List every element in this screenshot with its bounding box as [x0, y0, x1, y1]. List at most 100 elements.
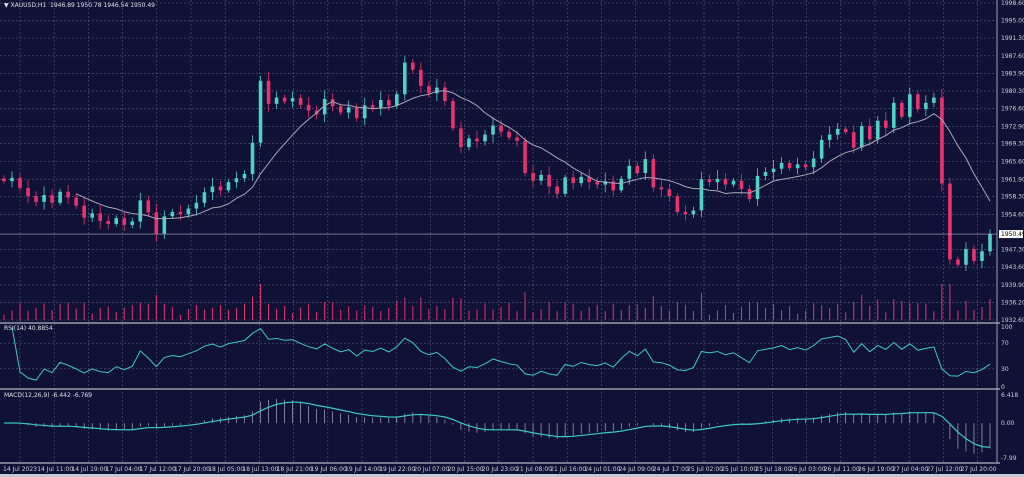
candle-bear	[419, 69, 423, 87]
rsi-line	[11, 327, 991, 381]
candle-bull	[811, 158, 816, 168]
candle-bear	[851, 132, 856, 148]
price-tick-label: 1980.30	[1001, 88, 1024, 95]
candle-bull	[10, 177, 14, 182]
candle-bull	[274, 97, 279, 104]
candle-bull	[435, 87, 439, 94]
bottom-bar	[0, 474, 1024, 477]
candle-bear	[306, 104, 311, 111]
time-axis-label: 24 Jul 17:00	[653, 466, 689, 473]
candle-bear	[739, 180, 744, 189]
time-axis-label: 19 Jul 22:00	[379, 466, 415, 473]
candle-bear	[106, 221, 111, 224]
candle-bear	[555, 186, 559, 194]
price-tick-label: 1958.30	[1001, 194, 1024, 201]
candle-bear	[611, 181, 616, 191]
candle-bear	[843, 128, 848, 133]
candle-bull	[290, 98, 295, 102]
time-axis-label: 25 Jul 10:00	[721, 466, 757, 473]
candle-bear	[499, 125, 503, 132]
current-price-box	[999, 230, 1023, 239]
candle-bull	[42, 195, 46, 202]
candle-bear	[146, 200, 151, 213]
candle-bull	[322, 99, 327, 115]
candle-bull	[964, 248, 968, 265]
time-axis-label: 17 Jul 20:00	[174, 466, 210, 473]
candle-bear	[956, 259, 960, 265]
candle-bull	[467, 138, 471, 148]
price-tick-label: 1995.00	[1001, 17, 1024, 24]
candle-bear	[386, 100, 391, 106]
candle-bull	[362, 105, 367, 119]
candle-bull	[771, 168, 776, 173]
time-axis-label: 17 Jul 12:00	[140, 466, 176, 473]
time-axis-label: 27 Jul 12:00	[926, 466, 962, 473]
time-axis-label: 14 Jul 11:00	[37, 466, 73, 473]
candle-bear	[531, 173, 535, 181]
candle-bear	[707, 179, 712, 183]
time-axis-label: 20 Jul 23:00	[482, 466, 518, 473]
candle-bear	[747, 188, 752, 199]
candle-bear	[475, 138, 479, 142]
candle-bull	[763, 172, 768, 176]
candle-bull	[691, 210, 696, 215]
candle-bear	[659, 187, 664, 190]
candle-bull	[627, 165, 632, 179]
rsi-tick-label: 0	[1001, 384, 1005, 391]
candle-bull	[346, 107, 351, 113]
candle-bear	[26, 187, 30, 197]
candle-bull	[988, 234, 992, 252]
candle-bull	[579, 176, 583, 184]
rsi-title: RSI(14) 40.8854	[4, 325, 53, 332]
candle-bull	[403, 62, 407, 95]
candle-bull	[643, 159, 648, 174]
price-tick-label: 1983.90	[1001, 71, 1024, 78]
price-tick-label: 1998.60	[1001, 0, 1024, 7]
candle-bull	[755, 175, 760, 199]
candle-bear	[972, 248, 976, 261]
candle-bear	[523, 140, 527, 174]
candle-bear	[595, 182, 600, 185]
candle-bear	[427, 86, 431, 94]
candle-bull	[491, 125, 495, 135]
price-tick-label: 1976.60	[1001, 106, 1024, 113]
price-tick-label: 1972.90	[1001, 123, 1024, 130]
macd-tick-label: 6.418	[1001, 392, 1018, 399]
time-axis-label: 26 Jul 11:00	[824, 466, 860, 473]
price-tick-label: 1965.60	[1001, 159, 1024, 166]
candle-bear	[867, 125, 872, 140]
candle-bear	[218, 186, 223, 191]
candle-bull	[90, 213, 94, 218]
time-axis-label: 18 Jul 05:00	[208, 466, 244, 473]
candle-bull	[186, 208, 191, 215]
time-axis-label: 21 Jul 16:00	[550, 466, 586, 473]
candle-bull	[483, 134, 487, 142]
time-axis-label: 26 Jul 03:00	[790, 466, 826, 473]
candle-bull	[394, 94, 399, 106]
candle-bull	[234, 178, 239, 183]
candle-bear	[571, 177, 575, 184]
time-axis-label: 14 Jul 19:00	[71, 466, 107, 473]
candle-bull	[795, 164, 800, 169]
time-axis-label: 24 Jul 09:00	[619, 466, 655, 473]
price-tick-label: 1954.60	[1001, 211, 1024, 218]
time-axis-label: 14 Jul 2023	[3, 466, 37, 473]
candle-bull	[859, 125, 864, 148]
candle-bull	[819, 139, 824, 159]
macd-tick-label: 0.00	[1001, 420, 1015, 427]
rsi-tick-label: 30	[1001, 366, 1009, 373]
macd-title: MACD(12,26,9) -6.442 -6.769	[4, 392, 93, 399]
time-axis-label: 18 Jul 21:00	[277, 466, 313, 473]
candle-bull	[58, 191, 62, 203]
candle-bear	[122, 218, 127, 225]
time-axis-label: 27 Jul 20:00	[961, 466, 997, 473]
candle-bear	[459, 128, 463, 148]
candle-bear	[900, 102, 904, 117]
candle-bull	[924, 102, 928, 110]
price-tick-label: 1936.20	[1001, 300, 1024, 307]
candle-bear	[443, 87, 447, 101]
candle-bull	[715, 178, 720, 183]
candle-bear	[154, 212, 159, 234]
candle-bull	[827, 134, 832, 140]
